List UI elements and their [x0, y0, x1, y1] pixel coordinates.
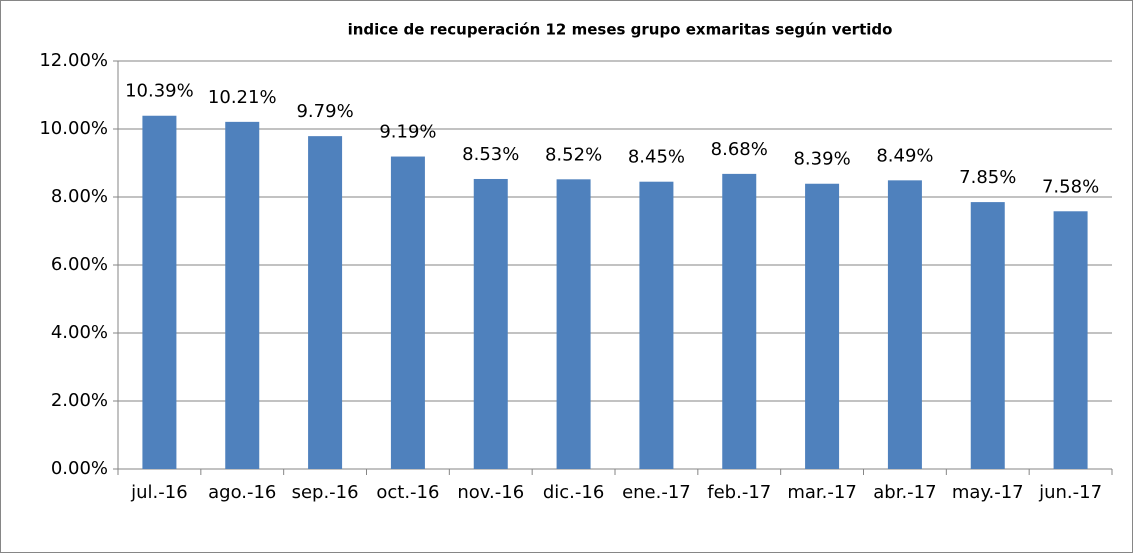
bar	[556, 179, 591, 469]
bar	[639, 181, 674, 469]
y-tick-label: 0.00%	[51, 458, 108, 479]
data-label: 8.53%	[462, 144, 519, 165]
data-label: 8.39%	[793, 149, 850, 170]
x-tick-label: jul.-16	[130, 482, 188, 503]
x-tick-label: dic.-16	[543, 482, 604, 503]
bar	[142, 115, 177, 470]
data-label: 10.39%	[125, 81, 194, 102]
data-label: 8.68%	[711, 139, 768, 160]
bar	[887, 180, 922, 469]
y-tick-label: 8.00%	[51, 186, 108, 207]
chart-title: indice de recuperación 12 meses grupo ex…	[348, 21, 893, 39]
bar	[308, 136, 343, 469]
data-label: 7.85%	[959, 167, 1016, 188]
y-tick-label: 2.00%	[51, 390, 108, 411]
y-tick-label: 12.00%	[39, 50, 108, 71]
data-label: 7.58%	[1042, 176, 1099, 197]
x-tick-label: ene.-17	[622, 482, 691, 503]
x-tick-label: abr.-17	[873, 482, 936, 503]
data-label: 10.21%	[208, 87, 277, 108]
x-tick-label: oct.-16	[376, 482, 439, 503]
x-tick-label: sep.-16	[292, 482, 359, 503]
bar	[970, 202, 1005, 469]
x-tick-label: mar.-17	[787, 482, 856, 503]
data-label: 9.19%	[379, 122, 436, 143]
data-label: 8.45%	[628, 147, 685, 168]
x-tick-label: ago.-16	[208, 482, 276, 503]
bar	[1053, 211, 1088, 469]
bar	[473, 178, 508, 470]
data-label: 8.52%	[545, 144, 602, 165]
y-tick-label: 4.00%	[51, 322, 108, 343]
y-tick-label: 6.00%	[51, 254, 108, 275]
data-label: 8.49%	[876, 145, 933, 166]
bar	[225, 121, 260, 470]
bar	[390, 156, 425, 470]
x-tick-label: nov.-16	[457, 482, 524, 503]
x-tick-label: feb.-17	[707, 482, 771, 503]
data-label: 9.79%	[296, 101, 353, 122]
x-tick-label: jun.-17	[1038, 482, 1102, 503]
bar	[722, 173, 757, 469]
bar	[805, 183, 840, 470]
x-tick-label: may.-17	[952, 482, 1024, 503]
y-tick-label: 10.00%	[39, 118, 108, 139]
